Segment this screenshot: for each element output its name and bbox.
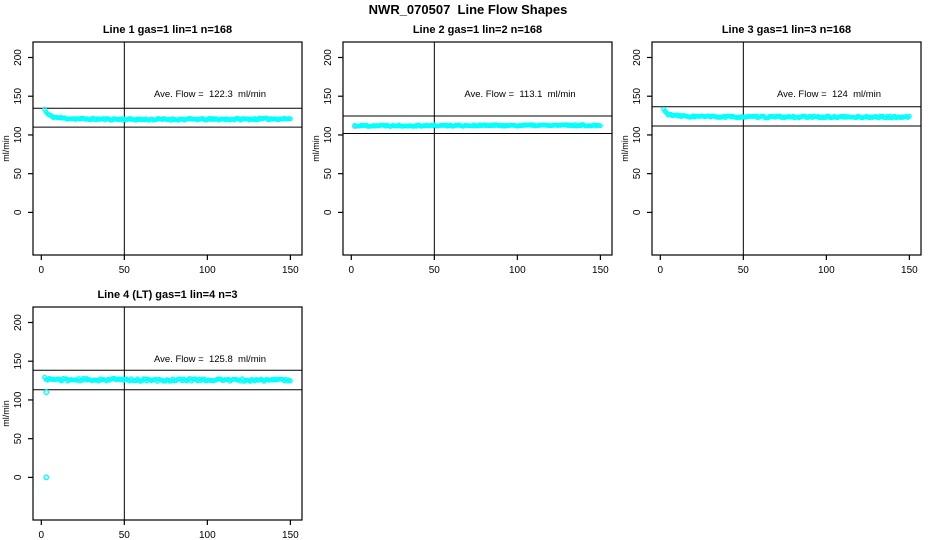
y-axis: 0 50 100 150 200	[632, 49, 652, 215]
x-tick-label: 50	[429, 265, 441, 276]
subplot-title: Line 4 (LT) gas=1 lin=4 n=3	[97, 289, 237, 301]
y-tick-label: 150	[632, 87, 643, 104]
plot-box	[651, 41, 922, 256]
y-tick-label: 50	[13, 168, 24, 180]
x-tick-label: 150	[592, 265, 609, 276]
y-tick-label: 100	[13, 126, 24, 143]
subplot-line-1: Line 1 gas=1 lin=1 n=168 Ave. Flow = 122.…	[0, 0, 312, 278]
subplot-svg-2: Line 2 gas=1 lin=2 n=168 Ave. Flow = 113.…	[311, 24, 613, 276]
subplot-title: Line 1 gas=1 lin=1 n=168	[103, 24, 232, 36]
ave-flow-annotation: Ave. Flow = 122.3 ml/min	[154, 89, 266, 100]
y-tick-label: 0	[323, 209, 334, 215]
x-tick-label: 100	[818, 265, 835, 276]
y-tick-label: 100	[13, 391, 24, 408]
x-tick-label: 0	[658, 265, 664, 276]
subplot-line-3: Line 3 gas=1 lin=3 n=168 Ave. Flow = 124 …	[619, 0, 931, 278]
outlier-point	[43, 474, 50, 481]
y-tick-label: 150	[13, 87, 24, 104]
y-tick-label: 50	[632, 168, 643, 180]
y-tick-label: 100	[632, 126, 643, 143]
y-axis-label: ml/min	[311, 135, 321, 162]
x-axis: 0 50 100 150	[349, 255, 609, 276]
x-axis: 0 50 100 150	[39, 520, 299, 540]
plot-box	[32, 41, 303, 256]
figure-title: NWR_070507 Line Flow Shapes	[368, 2, 568, 17]
plot-box	[342, 41, 613, 256]
subplot-line-4: Line 4 (LT) gas=1 lin=4 n=3 Ave. Flow = 1…	[0, 265, 312, 540]
x-tick-label: 100	[199, 265, 216, 276]
x-tick-label: 50	[119, 265, 131, 276]
x-tick-label: 0	[349, 265, 355, 276]
y-tick-label: 0	[13, 474, 24, 480]
data-points	[42, 374, 293, 481]
y-axis-label: ml/min	[1, 135, 11, 162]
y-tick-label: 0	[13, 209, 24, 215]
x-tick-label: 100	[199, 530, 216, 540]
subplot-title: Line 2 gas=1 lin=2 n=168	[413, 24, 542, 36]
plot-box	[32, 306, 303, 521]
y-axis-label: ml/min	[620, 135, 630, 162]
x-tick-label: 150	[282, 530, 299, 540]
y-tick-label: 150	[323, 87, 334, 104]
x-tick-label: 100	[509, 265, 526, 276]
subplot-svg-3: Line 3 gas=1 lin=3 n=168 Ave. Flow = 124 …	[620, 24, 922, 276]
subplot-line-2: Line 2 gas=1 lin=2 n=168 Ave. Flow = 113.…	[310, 0, 622, 278]
x-axis: 0 50 100 150	[658, 255, 918, 276]
y-axis: 0 50 100 150 200	[323, 49, 343, 215]
outlier-point	[43, 389, 50, 396]
ave-flow-annotation: Ave. Flow = 124 ml/min	[777, 89, 881, 100]
x-tick-label: 150	[901, 265, 918, 276]
y-tick-label: 50	[13, 433, 24, 445]
y-axis-label: ml/min	[1, 400, 11, 427]
y-tick-label: 200	[323, 49, 334, 66]
x-tick-label: 50	[738, 265, 750, 276]
subplot-svg-1: Line 1 gas=1 lin=1 n=168 Ave. Flow = 122.…	[1, 24, 303, 276]
y-tick-label: 200	[632, 49, 643, 66]
data-points	[42, 106, 293, 123]
y-tick-label: 50	[323, 168, 334, 180]
x-axis: 0 50 100 150	[39, 255, 299, 276]
y-tick-label: 100	[323, 126, 334, 143]
y-tick-label: 200	[13, 314, 24, 331]
y-axis: 0 50 100 150 200	[13, 49, 33, 215]
y-tick-label: 150	[13, 352, 24, 369]
x-tick-label: 150	[282, 265, 299, 276]
y-axis: 0 50 100 150 200	[13, 314, 33, 480]
y-tick-label: 200	[13, 49, 24, 66]
ave-flow-annotation: Ave. Flow = 125.8 ml/min	[154, 354, 266, 365]
ave-flow-annotation: Ave. Flow = 113.1 ml/min	[464, 89, 575, 100]
data-points	[351, 122, 603, 130]
y-tick-label: 0	[632, 209, 643, 215]
x-tick-label: 0	[39, 530, 45, 540]
subplot-title: Line 3 gas=1 lin=3 n=168	[722, 24, 851, 36]
subplot-svg-4: Line 4 (LT) gas=1 lin=4 n=3 Ave. Flow = 1…	[1, 289, 303, 540]
data-points	[661, 106, 912, 121]
x-tick-label: 50	[119, 530, 131, 540]
x-tick-label: 0	[39, 265, 45, 276]
